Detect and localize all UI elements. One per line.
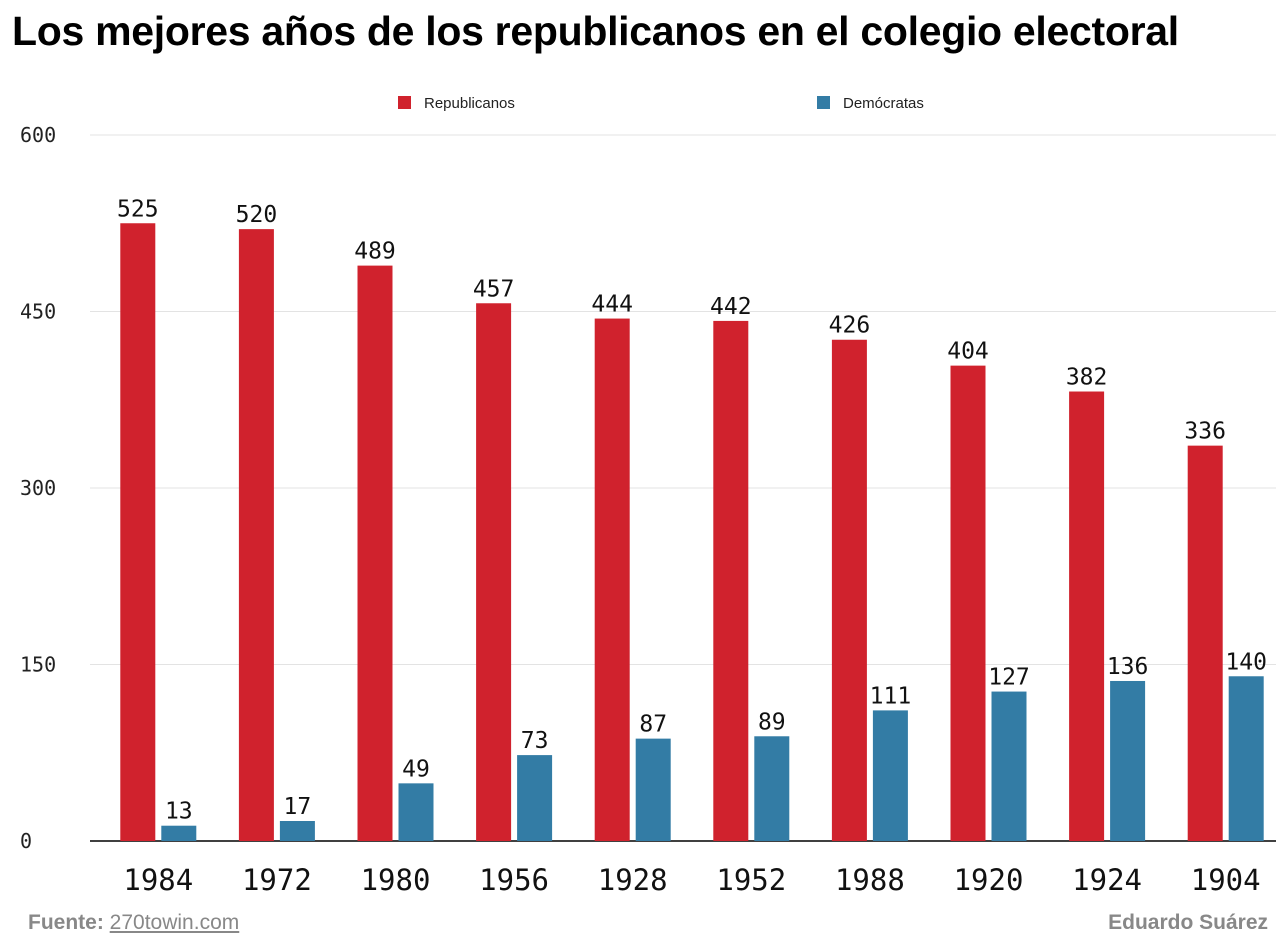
bar-democratas [1110, 680, 1146, 841]
legend-swatch-0 [398, 96, 411, 109]
data-label: 89 [758, 709, 786, 735]
source-note: Fuente: 270towin.com [28, 911, 239, 935]
bar-republicanos [238, 229, 274, 842]
bar-democratas [161, 825, 197, 841]
y-tick-label: 600 [20, 123, 56, 147]
data-label: 73 [521, 728, 549, 754]
x-tick-label: 1984 [123, 863, 193, 897]
x-tick-label: 1928 [598, 863, 668, 897]
bar-republicanos [357, 265, 393, 841]
data-label: 87 [639, 712, 667, 738]
x-tick-label: 1956 [479, 863, 549, 897]
data-label: 336 [1184, 419, 1226, 445]
bar-democratas [398, 783, 434, 841]
x-tick-label: 1988 [835, 863, 905, 897]
data-label: 140 [1225, 649, 1267, 675]
bar-republicanos [950, 365, 986, 841]
source-link[interactable]: 270towin.com [109, 911, 240, 934]
data-label: 457 [473, 276, 515, 302]
data-label: 520 [236, 202, 278, 228]
bar-democratas [517, 755, 553, 841]
data-label: 111 [870, 683, 912, 709]
y-tick-label: 150 [20, 653, 56, 677]
bar-republicanos [713, 320, 749, 841]
bar-democratas [1228, 676, 1264, 841]
bar-democratas [872, 710, 908, 841]
author-credit: Eduardo Suárez [1108, 911, 1268, 934]
data-label: 136 [1107, 654, 1149, 680]
bar-republicanos [476, 303, 512, 842]
y-tick-label: 450 [20, 300, 56, 324]
bar-republicanos [1187, 445, 1223, 841]
y-tick-label: 300 [20, 476, 56, 500]
chart-title: Los mejores años de los republicanos en … [12, 8, 1179, 54]
bar-republicanos [594, 318, 630, 841]
bar-republicanos [831, 339, 867, 841]
y-tick-label: 0 [20, 829, 32, 853]
legend-swatch-1 [817, 96, 830, 109]
data-label: 382 [1066, 365, 1108, 391]
bar-republicanos [1069, 391, 1105, 841]
legend-label: Demócratas [843, 95, 924, 112]
data-label: 127 [988, 665, 1030, 691]
bar-democratas [991, 691, 1027, 841]
data-label: 444 [591, 292, 633, 318]
bar-republicanos [120, 223, 156, 841]
bar-democratas [754, 736, 790, 841]
x-tick-label: 1952 [716, 863, 786, 897]
source-label: Fuente: [28, 911, 104, 934]
legend-label: Republicanos [424, 95, 515, 112]
data-label: 489 [354, 239, 396, 265]
bar-democratas [635, 738, 671, 841]
x-tick-label: 1924 [1072, 863, 1142, 897]
data-label: 404 [947, 339, 989, 365]
x-tick-label: 1980 [361, 863, 431, 897]
data-label: 13 [165, 799, 193, 825]
x-tick-label: 1904 [1191, 863, 1261, 897]
bar-democratas [279, 820, 315, 841]
data-label: 442 [710, 294, 752, 320]
x-tick-label: 1920 [954, 863, 1024, 897]
data-label: 525 [117, 196, 159, 222]
data-label: 49 [402, 756, 430, 782]
data-label: 426 [829, 313, 871, 339]
x-tick-label: 1972 [242, 863, 312, 897]
data-label: 17 [284, 794, 312, 820]
